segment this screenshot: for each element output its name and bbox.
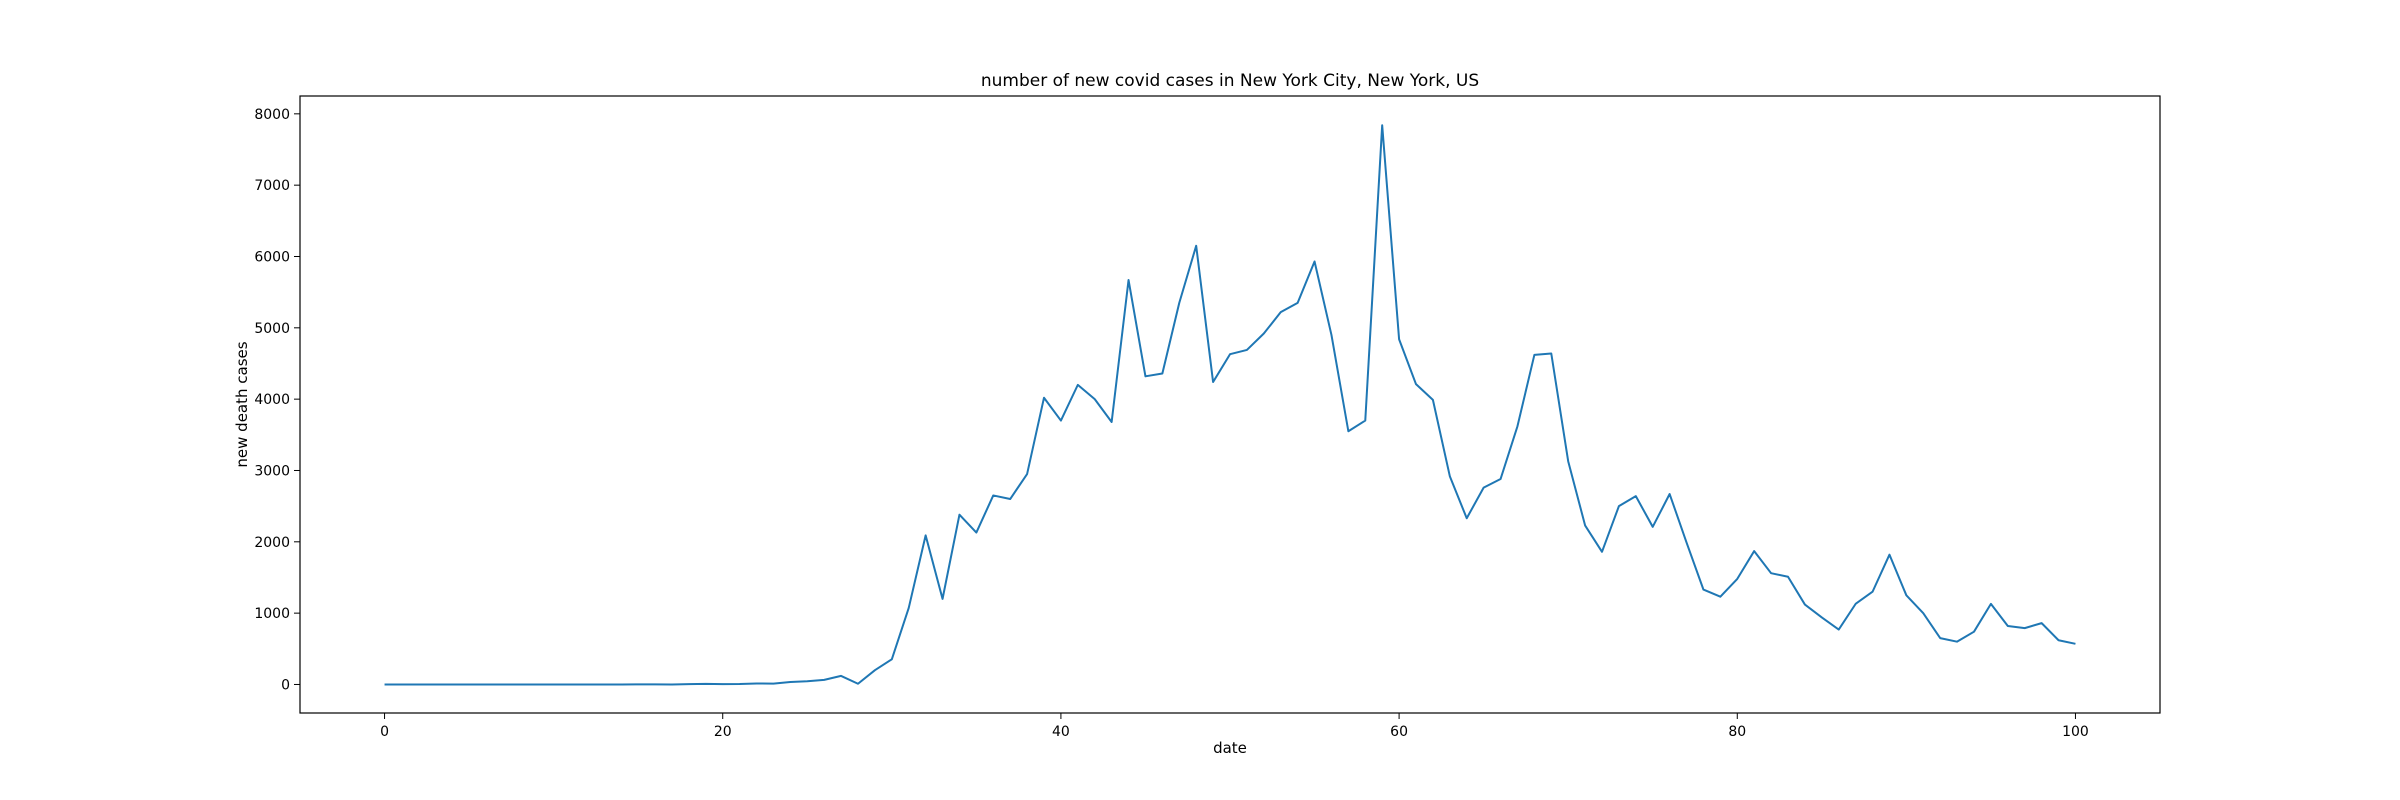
y-tick-label: 2000 [254, 535, 290, 551]
chart-title: number of new covid cases in New York Ci… [981, 71, 1479, 91]
plot-frame [299, 95, 2161, 714]
y-tick-label: 7000 [254, 178, 290, 194]
x-tick-label: 80 [1728, 724, 1746, 740]
x-axis: 0 20 40 60 80 100 [380, 713, 2089, 740]
x-axis-label: date [1213, 739, 1247, 757]
series-line [384, 124, 2076, 686]
y-tick-label: 3000 [254, 463, 290, 479]
y-tick-label: 4000 [254, 392, 290, 408]
y-tick-label: 0 [281, 677, 290, 693]
y-tick-label: 1000 [254, 606, 290, 622]
y-axis-label: new death cases [233, 341, 251, 467]
y-tick-label: 5000 [254, 321, 290, 337]
x-tick-label: 100 [2062, 724, 2089, 740]
x-tick-label: 40 [1052, 724, 1070, 740]
x-tick-label: 0 [380, 724, 389, 740]
y-tick-label: 8000 [254, 107, 290, 123]
y-tick-label: 6000 [254, 249, 290, 265]
x-tick-label: 20 [714, 724, 732, 740]
x-tick-label: 60 [1390, 724, 1408, 740]
y-axis: 0 1000 2000 3000 4000 5000 6000 7000 8000 [254, 107, 300, 693]
